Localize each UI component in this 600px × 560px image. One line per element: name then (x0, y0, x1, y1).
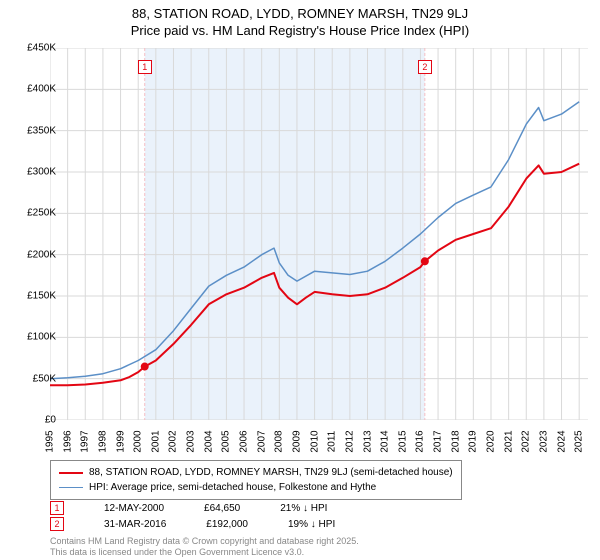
x-tick-label: 1995 (45, 430, 56, 452)
legend-row: 88, STATION ROAD, LYDD, ROMNEY MARSH, TN… (59, 465, 453, 480)
sale-marker: 1 (50, 501, 64, 515)
plot-area (50, 48, 588, 420)
x-tick-label: 2001 (150, 430, 161, 452)
legend-row: HPI: Average price, semi-detached house,… (59, 480, 453, 495)
x-tick-label: 2010 (309, 430, 320, 452)
sales-row: 1 12-MAY-2000 £64,650 21% ↓ HPI (50, 500, 335, 516)
plot-svg (50, 48, 588, 420)
sales-row: 2 31-MAR-2016 £192,000 19% ↓ HPI (50, 516, 335, 532)
chart-title: 88, STATION ROAD, LYDD, ROMNEY MARSH, TN… (0, 0, 600, 40)
callout-marker: 1 (138, 60, 152, 74)
x-tick-label: 2011 (327, 431, 338, 453)
x-tick-label: 2025 (574, 430, 585, 452)
legend-swatch (59, 472, 83, 474)
y-tick-label: £0 (45, 415, 56, 426)
sale-marker: 2 (50, 517, 64, 531)
legend: 88, STATION ROAD, LYDD, ROMNEY MARSH, TN… (50, 460, 462, 500)
legend-swatch (59, 487, 83, 489)
sale-delta: 21% ↓ HPI (280, 503, 327, 514)
title-line2: Price paid vs. HM Land Registry's House … (0, 23, 600, 40)
y-tick-label: £50K (33, 373, 56, 384)
x-tick-label: 2023 (538, 430, 549, 452)
x-tick-label: 2000 (133, 430, 144, 452)
x-tick-label: 2004 (203, 430, 214, 452)
x-tick-label: 2006 (239, 430, 250, 452)
sale-delta: 19% ↓ HPI (288, 519, 335, 530)
x-tick-label: 2019 (468, 430, 479, 452)
footer: Contains HM Land Registry data © Crown c… (50, 536, 359, 558)
legend-label: 88, STATION ROAD, LYDD, ROMNEY MARSH, TN… (89, 465, 453, 480)
y-tick-label: £300K (27, 167, 56, 178)
y-tick-label: £200K (27, 249, 56, 260)
chart-container: 88, STATION ROAD, LYDD, ROMNEY MARSH, TN… (0, 0, 600, 560)
sale-date: 31-MAR-2016 (104, 519, 166, 530)
legend-label: HPI: Average price, semi-detached house,… (89, 480, 376, 495)
x-tick-label: 2014 (380, 430, 391, 452)
x-tick-label: 2015 (397, 430, 408, 452)
x-tick-label: 2022 (521, 430, 532, 452)
y-tick-label: £100K (27, 332, 56, 343)
callout-marker: 2 (418, 60, 432, 74)
x-tick-label: 2016 (415, 430, 426, 452)
x-tick-label: 2008 (274, 430, 285, 452)
sale-date: 12-MAY-2000 (104, 503, 164, 514)
x-tick-label: 2021 (503, 430, 514, 452)
y-tick-label: £350K (27, 125, 56, 136)
sale-price: £64,650 (204, 503, 240, 514)
title-line1: 88, STATION ROAD, LYDD, ROMNEY MARSH, TN… (0, 6, 600, 23)
x-tick-label: 2017 (433, 430, 444, 452)
x-tick-label: 2005 (221, 430, 232, 452)
x-tick-label: 1996 (62, 430, 73, 452)
y-tick-label: £150K (27, 291, 56, 302)
x-tick-label: 2003 (186, 430, 197, 452)
x-tick-label: 1997 (80, 430, 91, 452)
sales-table: 1 12-MAY-2000 £64,650 21% ↓ HPI 2 31-MAR… (50, 500, 335, 532)
x-tick-label: 2007 (256, 430, 267, 452)
sale-price: £192,000 (206, 519, 248, 530)
x-tick-label: 2018 (450, 430, 461, 452)
footer-line2: This data is licensed under the Open Gov… (50, 547, 359, 558)
y-tick-label: £400K (27, 84, 56, 95)
y-tick-label: £450K (27, 43, 56, 54)
x-tick-label: 2009 (291, 430, 302, 452)
y-tick-label: £250K (27, 208, 56, 219)
x-tick-label: 1999 (115, 430, 126, 452)
x-tick-label: 2002 (168, 430, 179, 452)
x-tick-label: 2012 (344, 430, 355, 452)
x-tick-label: 1998 (97, 430, 108, 452)
x-tick-label: 2020 (485, 430, 496, 452)
x-tick-label: 2013 (362, 430, 373, 452)
x-tick-label: 2024 (556, 430, 567, 452)
footer-line1: Contains HM Land Registry data © Crown c… (50, 536, 359, 547)
